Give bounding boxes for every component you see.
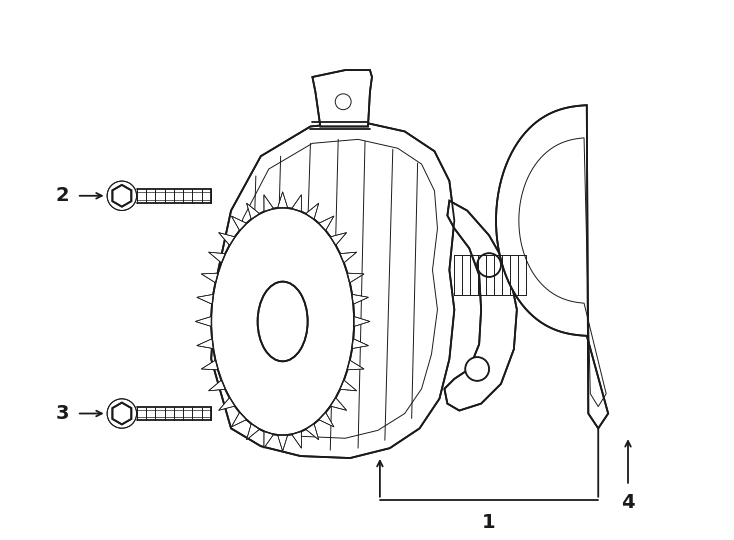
Text: 3: 3 xyxy=(55,404,69,423)
Polygon shape xyxy=(208,252,225,263)
Polygon shape xyxy=(347,360,364,370)
Polygon shape xyxy=(264,195,274,211)
Text: 4: 4 xyxy=(621,493,635,512)
Polygon shape xyxy=(292,431,302,448)
Polygon shape xyxy=(208,380,225,391)
Polygon shape xyxy=(211,122,454,458)
Polygon shape xyxy=(319,413,334,427)
Polygon shape xyxy=(195,316,211,326)
Polygon shape xyxy=(112,403,131,424)
Polygon shape xyxy=(313,70,372,126)
Polygon shape xyxy=(231,413,247,427)
Text: 2: 2 xyxy=(55,186,69,205)
Polygon shape xyxy=(264,431,274,448)
Polygon shape xyxy=(306,203,319,219)
Polygon shape xyxy=(231,216,247,231)
Polygon shape xyxy=(340,380,357,391)
Circle shape xyxy=(477,253,501,277)
Polygon shape xyxy=(197,294,213,304)
Polygon shape xyxy=(330,398,346,410)
Polygon shape xyxy=(352,339,368,349)
Polygon shape xyxy=(219,398,235,410)
Polygon shape xyxy=(277,192,288,208)
Polygon shape xyxy=(292,195,302,211)
Polygon shape xyxy=(197,339,213,349)
Polygon shape xyxy=(277,435,288,451)
Polygon shape xyxy=(219,233,235,245)
Polygon shape xyxy=(444,201,517,410)
Polygon shape xyxy=(112,185,131,207)
Circle shape xyxy=(107,181,137,211)
Circle shape xyxy=(465,357,489,381)
Polygon shape xyxy=(496,105,608,428)
Polygon shape xyxy=(354,316,370,326)
Polygon shape xyxy=(247,203,259,219)
Polygon shape xyxy=(306,424,319,440)
Text: 1: 1 xyxy=(482,513,496,532)
Circle shape xyxy=(107,399,137,428)
Polygon shape xyxy=(319,216,334,231)
Ellipse shape xyxy=(258,282,308,361)
Polygon shape xyxy=(201,360,218,370)
Polygon shape xyxy=(340,252,357,263)
Polygon shape xyxy=(201,273,218,283)
Polygon shape xyxy=(330,233,346,245)
Polygon shape xyxy=(352,294,368,304)
Polygon shape xyxy=(247,424,259,440)
Polygon shape xyxy=(347,273,364,283)
Ellipse shape xyxy=(211,208,354,435)
